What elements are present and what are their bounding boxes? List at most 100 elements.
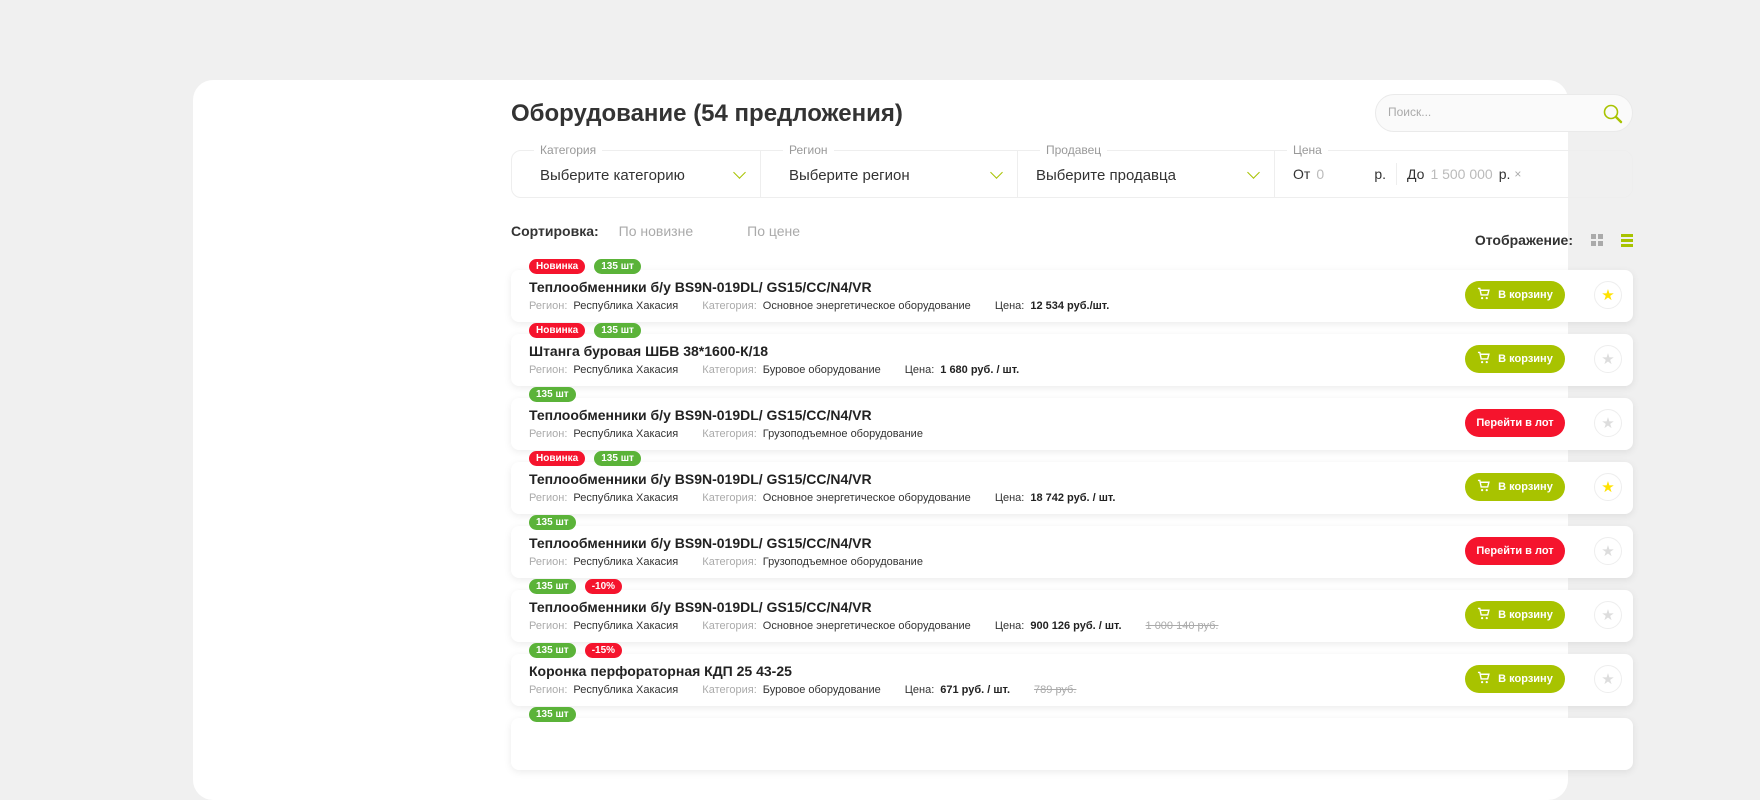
go-to-lot-button[interactable]: Перейти в лот (1465, 537, 1565, 565)
price-key: Цена: (904, 364, 935, 376)
product-row[interactable]: 135 шт Теплообменники б/у BS9N-019DL/ GS1… (511, 515, 1633, 578)
add-to-cart-button[interactable]: В корзину (1465, 601, 1565, 629)
price-key: Цена: (904, 684, 935, 696)
category-label: Категория (534, 143, 603, 157)
product-row[interactable]: 135 шт Теплообменники б/у BS9N-019DL/ GS1… (511, 387, 1633, 450)
badge: 135 шт (594, 451, 641, 466)
product-row[interactable]: 135 шт -10% Теплообменники б/у BS9N-019DL/… (511, 579, 1633, 642)
region-value: Республика Хакасия (573, 428, 679, 440)
product-row[interactable]: Новинка 135 шт Теплообменники б/у BS9N-019… (511, 451, 1633, 514)
add-to-cart-button[interactable]: В корзину (1465, 473, 1565, 501)
category-value: Основное энергетическое оборудование (762, 492, 971, 504)
product-meta: Регион: Республика Хакасия Категория: Основ… (529, 300, 1133, 312)
region-value: Республика Хакасия (573, 684, 679, 696)
go-to-lot-button[interactable]: Перейти в лот (1465, 409, 1565, 437)
price-value: 1 680 руб. / шт. (940, 364, 1020, 376)
product-row[interactable]: 135 шт (511, 707, 1633, 770)
product-row[interactable]: Новинка 135 шт Теплообменники б/у BS9N-019… (511, 259, 1633, 322)
sort-by-price[interactable]: По цене (747, 223, 801, 239)
star-icon[interactable]: ★ (1594, 473, 1622, 501)
price-to-label: До (1407, 166, 1425, 182)
category-value: Основное энергетическое оборудование (762, 300, 971, 312)
product-meta: Регион: Республика Хакасия Категория: Основ… (529, 620, 1218, 632)
star-icon[interactable]: ★ (1594, 601, 1622, 629)
price-key: Цена: (994, 492, 1025, 504)
price-to-input[interactable]: 1 500 000 (1430, 166, 1493, 182)
product-title[interactable]: Теплообменники б/у BS9N-019DL/ GS15/CC/N… (529, 407, 872, 423)
star-icon[interactable]: ★ (1594, 345, 1622, 373)
product-title[interactable]: Теплообменники б/у BS9N-019DL/ GS15/CC/N… (529, 535, 872, 551)
badge: 135 шт (594, 323, 641, 338)
product-row[interactable]: 135 шт -15% Коронка перфораторная КДП 25 4… (511, 643, 1633, 706)
add-to-cart-button[interactable]: В корзину (1465, 281, 1565, 309)
price-value: 671 руб. / шт. (940, 684, 1011, 696)
currency-label: р. (1374, 166, 1386, 182)
category-select[interactable]: Категория Выберите категорию (512, 143, 761, 197)
region-label: Регион (783, 143, 834, 157)
product-meta: Регион: Республика Хакасия Категория: Грузо… (529, 428, 947, 440)
price-key: Цена: (994, 300, 1025, 312)
product-meta: Регион: Республика Хакасия Категория: Буров… (529, 364, 1043, 376)
button-label: Перейти в лот (1476, 417, 1554, 429)
badges: 135 шт (529, 515, 576, 530)
badge: Новинка (529, 323, 586, 338)
button-label: В корзину (1498, 673, 1553, 685)
product-title[interactable]: Коронка перфораторная КДП 25 43-25 (529, 663, 792, 679)
page-title: Оборудование (54 предложения) (511, 100, 903, 127)
badge: 135 шт (529, 579, 576, 594)
product-meta: Регион: Республика Хакасия Категория: Грузо… (529, 556, 947, 568)
chevron-down-icon (990, 166, 1003, 179)
product-title[interactable]: Штанга буровая ШБВ 38*1600-К/18 (529, 343, 769, 359)
star-icon[interactable]: ★ (1594, 281, 1622, 309)
button-label: В корзину (1498, 609, 1553, 621)
price-from-input[interactable]: 0 (1316, 166, 1325, 182)
add-to-cart-button[interactable]: В корзину (1465, 665, 1565, 693)
region-select[interactable]: Регион Выберите регион (761, 143, 1018, 197)
clear-icon[interactable]: × (1514, 167, 1522, 181)
badge: 135 шт (529, 707, 576, 722)
product-title[interactable]: Теплообменники б/у BS9N-019DL/ GS15/CC/N… (529, 599, 872, 615)
seller-select[interactable]: Продавец Выберите продавца (1018, 143, 1275, 197)
sort-by-newest[interactable]: По новизне (618, 223, 694, 239)
badge: Новинка (529, 259, 586, 274)
category-value: Грузоподъемное оборудование (762, 428, 923, 440)
badges: 135 шт -10% (529, 579, 623, 594)
cart-icon (1477, 287, 1490, 303)
star-icon[interactable]: ★ (1594, 409, 1622, 437)
region-value: Республика Хакасия (573, 620, 679, 632)
region-key: Регион: (529, 556, 568, 568)
badges: Новинка 135 шт (529, 259, 641, 274)
category-value: Основное энергетическое оборудование (762, 620, 971, 632)
cart-icon (1477, 607, 1490, 623)
sort-bar: Сортировка: По новизне По цене (511, 223, 854, 239)
filters: Категория Выберите категорию Регион Выбе… (511, 143, 1633, 198)
region-value: Республика Хакасия (573, 300, 679, 312)
category-value: Выберите категорию (540, 167, 685, 184)
currency-label: р. (1498, 166, 1511, 182)
category-value: Буровое оборудование (762, 684, 881, 696)
product-row[interactable]: Новинка 135 шт Штанга буровая ШБВ 38*1600-… (511, 323, 1633, 386)
old-price: 789 руб. (1034, 684, 1077, 696)
region-value: Выберите регион (789, 167, 910, 184)
cart-icon (1477, 351, 1490, 367)
star-icon[interactable]: ★ (1594, 537, 1622, 565)
search-input[interactable] (1388, 105, 1588, 119)
seller-value: Выберите продавца (1036, 167, 1176, 184)
search-box[interactable] (1375, 94, 1633, 132)
badge: -15% (584, 643, 623, 658)
badge: Новинка (529, 451, 586, 466)
star-icon[interactable]: ★ (1594, 665, 1622, 693)
region-value: Республика Хакасия (573, 556, 679, 568)
grid-view-icon[interactable] (1591, 234, 1603, 246)
region-value: Республика Хакасия (573, 364, 679, 376)
product-title[interactable]: Теплообменники б/у BS9N-019DL/ GS15/CC/N… (529, 279, 872, 295)
badge: 135 шт (529, 515, 576, 530)
search-icon[interactable] (1602, 103, 1624, 125)
region-key: Регион: (529, 620, 568, 632)
product-title[interactable]: Теплообменники б/у BS9N-019DL/ GS15/CC/N… (529, 471, 872, 487)
product-meta: Регион: Республика Хакасия Категория: Буров… (529, 684, 1076, 696)
price-from-label: От (1293, 166, 1311, 182)
chevron-down-icon (1247, 166, 1260, 179)
add-to-cart-button[interactable]: В корзину (1465, 345, 1565, 373)
list-view-icon[interactable] (1621, 233, 1633, 247)
